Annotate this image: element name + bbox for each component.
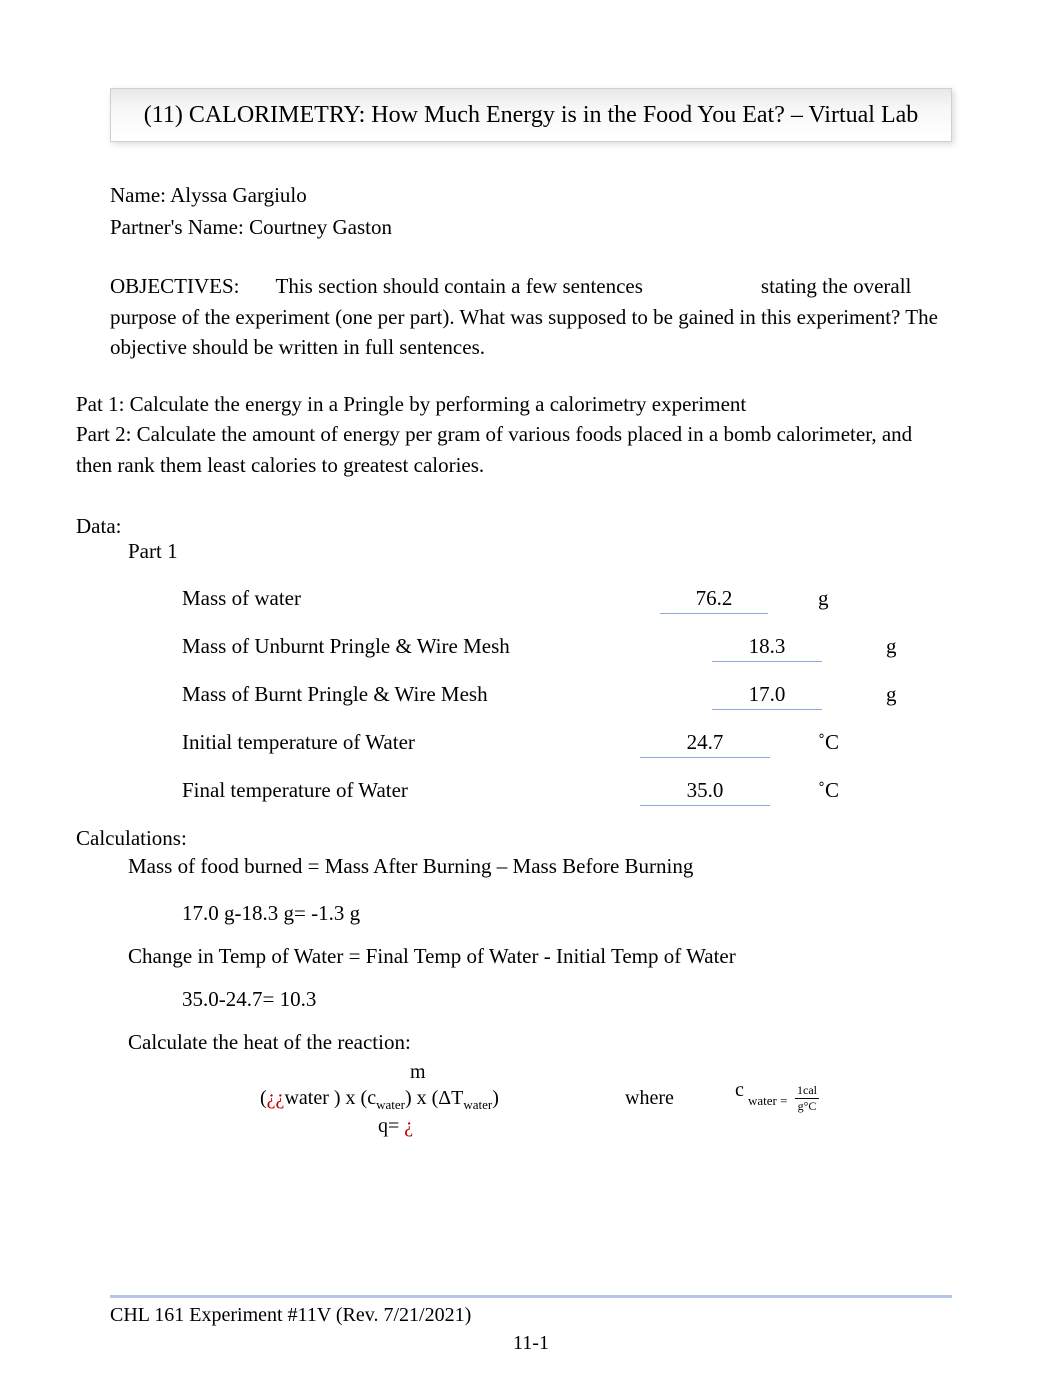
part2-desc: Part 2: Calculate the amount of energy p… — [76, 419, 952, 480]
data-row: Final temperature of Water 35.0 ˚C — [182, 778, 952, 806]
part1-label: Part 1 — [128, 539, 952, 564]
data-row-label: Mass of water — [182, 586, 301, 611]
eq-close3: ) — [492, 1087, 499, 1109]
parts-desc: Pat 1: Calculate the energy in a Pringle… — [76, 389, 952, 480]
name-block: Name: Alyssa Gargiulo Partner's Name: Co… — [110, 180, 952, 243]
eq-frac-den: g°C — [795, 1099, 819, 1114]
data-row: Mass of Burnt Pringle & Wire Mesh 17.0 g — [182, 682, 952, 710]
partner-label: Partner's Name: — [110, 215, 249, 239]
eq-x1: x — [346, 1087, 356, 1109]
data-row-unit: g — [886, 682, 897, 707]
data-row-value: 17.0 — [712, 682, 822, 710]
data-row-value: 24.7 — [640, 730, 770, 758]
eq-c1: (c — [361, 1087, 377, 1109]
eq-sub2: water — [463, 1097, 492, 1112]
data-row-label: Initial temperature of Water — [182, 730, 415, 755]
calc-heat-line: Calculate the heat of the reaction: — [128, 1030, 952, 1055]
data-row-value: 35.0 — [640, 778, 770, 806]
calc-temp-val: 35.0-24.7= 10.3 — [182, 987, 952, 1012]
data-row-label: Final temperature of Water — [182, 778, 408, 803]
partner-line: Partner's Name: Courtney Gaston — [110, 212, 952, 244]
name-value: Alyssa Gargiulo — [170, 183, 307, 207]
data-row-label: Mass of Burnt Pringle & Wire Mesh — [182, 682, 488, 707]
objectives-desc: This section should contain a few senten… — [276, 274, 643, 298]
page-number: 11-1 — [0, 1332, 1062, 1355]
data-row-unit: g — [818, 586, 829, 611]
eq-q: q= ¿ — [378, 1115, 413, 1138]
objectives-block: OBJECTIVES: This section should contain a… — [110, 271, 952, 362]
data-row-unit: ˚C — [818, 778, 839, 803]
data-row-value: 18.3 — [712, 634, 822, 662]
eq-where: where — [625, 1087, 674, 1110]
eq-m: m — [410, 1061, 426, 1084]
name-line: Name: Alyssa Gargiulo — [110, 180, 952, 212]
footer-rule — [110, 1295, 952, 1298]
data-row-value-wrap: 18.3 — [712, 634, 822, 662]
eq-main: (¿¿water ) x (cwater) x (ΔTwater) — [260, 1087, 499, 1113]
data-row-value: 76.2 — [660, 586, 768, 614]
data-row-value-wrap: 76.2 — [660, 586, 768, 614]
eq-inv1: ¿¿ — [267, 1087, 285, 1109]
data-row: Mass of Unburnt Pringle & Wire Mesh 18.3 g — [182, 634, 952, 662]
footer: CHL 161 Experiment #11V (Rev. 7/21/2021) — [110, 1295, 952, 1327]
data-row-value-wrap: 17.0 — [712, 682, 822, 710]
data-table: Mass of water76.2gMass of Unburnt Pringl… — [110, 586, 952, 806]
eq-open: ( — [260, 1087, 267, 1109]
eq-frac-num: 1cal — [795, 1083, 819, 1099]
eq-close2: ) — [405, 1087, 412, 1109]
eq-inv2: ¿ — [404, 1115, 413, 1137]
data-row-unit: g — [886, 634, 897, 659]
footer-text: CHL 161 Experiment #11V (Rev. 7/21/2021) — [110, 1304, 952, 1327]
data-row: Initial temperature of Water 24.7 ˚C — [182, 730, 952, 758]
eq-delta: (ΔT — [432, 1087, 464, 1109]
part1-desc: Pat 1: Calculate the energy in a Pringle… — [76, 389, 952, 419]
calc-temp-line: Change in Temp of Water = Final Temp of … — [128, 944, 952, 969]
calc-mass-line: Mass of food burned = Mass After Burning… — [128, 851, 952, 883]
name-label: Name: — [110, 183, 170, 207]
data-row: Mass of water 76.2 g — [182, 586, 952, 614]
data-row-value-wrap: 24.7 — [640, 730, 770, 758]
eq-water: water — [284, 1087, 328, 1109]
page-title: (11) CALORIMETRY: How Much Energy is in … — [111, 99, 951, 131]
title-banner: (11) CALORIMETRY: How Much Energy is in … — [110, 88, 952, 142]
eq-c-sub: water = — [748, 1093, 787, 1109]
eq-sub1: water — [376, 1097, 405, 1112]
data-row-unit: ˚C — [818, 730, 839, 755]
data-header: Data: — [76, 514, 952, 539]
equation-block: m (¿¿water ) x (cwater) x (ΔTwater) wher… — [260, 1061, 952, 1147]
eq-frac: 1cal g°C — [795, 1083, 819, 1114]
calc-mass-val: 17.0 g-18.3 g= -1.3 g — [182, 901, 952, 926]
eq-q-text: q= — [378, 1115, 399, 1137]
data-row-label: Mass of Unburnt Pringle & Wire Mesh — [182, 634, 510, 659]
eq-c-sym: c — [735, 1079, 744, 1102]
data-row-value-wrap: 35.0 — [640, 778, 770, 806]
calc-header: Calculations: — [76, 826, 952, 851]
eq-x2: x — [417, 1087, 427, 1109]
objectives-label: OBJECTIVES: — [110, 274, 240, 298]
partner-value: Courtney Gaston — [249, 215, 392, 239]
eq-close1: ) — [334, 1087, 341, 1109]
